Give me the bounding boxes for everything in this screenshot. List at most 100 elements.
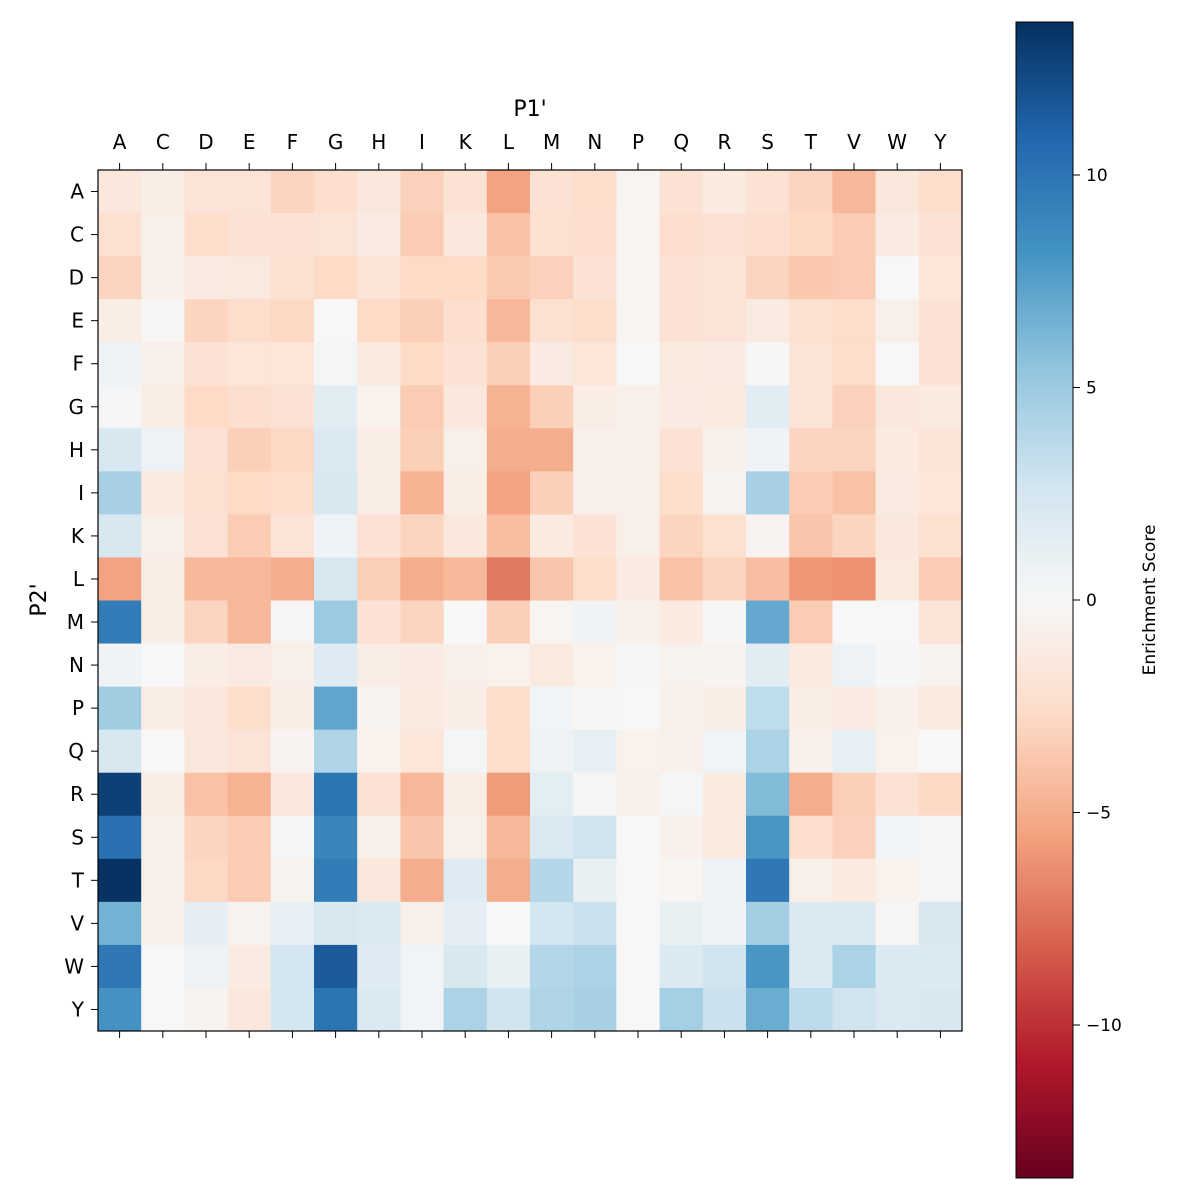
heatmap-cell-T-T (789, 858, 833, 903)
heatmap-cell-C-D (184, 213, 229, 257)
heatmap-cell-G-R (702, 385, 747, 429)
heatmap-cell-F-W (875, 342, 920, 386)
heatmap-cell-W-M (530, 944, 574, 989)
heatmap-cell-A-K (443, 170, 488, 214)
heatmap-cell-R-L (486, 772, 531, 817)
x-tick-label: I (419, 130, 425, 154)
heatmap-cell-E-Q (659, 299, 704, 343)
heatmap-cell-D-F (270, 256, 315, 300)
x-tick-label: N (587, 130, 602, 154)
heatmap-cell-K-T (789, 514, 833, 558)
y-tick-label: C (70, 223, 84, 247)
heatmap-cell-L-M (530, 557, 574, 601)
heatmap-cell-E-K (443, 299, 488, 343)
heatmap-cell-Q-W (875, 729, 920, 774)
heatmap-cell-P-V (832, 686, 877, 731)
heatmap-cell-T-K (443, 858, 488, 903)
heatmap-cell-D-I (400, 256, 445, 300)
heatmap-cell-T-V (832, 858, 877, 903)
colorbar-tick-label: −5 (1086, 804, 1111, 824)
heatmap-cell-A-N (573, 170, 617, 214)
heatmap-cell-M-K (443, 600, 488, 645)
y-tick-label: E (71, 309, 84, 333)
heatmap-cell-K-W (875, 514, 920, 558)
heatmap-cell-H-C (141, 428, 185, 472)
heatmap-cell-E-T (789, 299, 833, 343)
heatmap-cell-L-C (141, 557, 185, 601)
heatmap-cell-N-H (357, 643, 401, 688)
heatmap-cell-G-P (616, 385, 661, 429)
heatmap-cell-S-G (314, 815, 358, 860)
heatmap-cell-H-H (357, 428, 401, 472)
heatmap-cell-Y-V (832, 987, 877, 1032)
heatmap-cell-F-D (184, 342, 229, 386)
heatmap-cell-D-Y (918, 256, 963, 300)
heatmap-cell-G-F (270, 385, 315, 429)
heatmap-cell-N-P (616, 643, 661, 688)
heatmap-cell-S-V (832, 815, 877, 860)
heatmap-cell-T-M (530, 858, 574, 903)
heatmap-cell-H-S (746, 428, 790, 472)
heatmap-cell-L-S (746, 557, 790, 601)
heatmap-cell-F-T (789, 342, 833, 386)
heatmap-cell-L-P (616, 557, 661, 601)
heatmap-cell-M-M (530, 600, 574, 645)
heatmap-cell-M-W (875, 600, 920, 645)
heatmap-cell-T-E (227, 858, 272, 903)
heatmap-cell-F-S (746, 342, 790, 386)
heatmap-cell-M-T (789, 600, 833, 645)
heatmap-cell-D-G (314, 256, 358, 300)
heatmap-cell-H-F (270, 428, 315, 472)
heatmap-cell-M-H (357, 600, 401, 645)
heatmap-cell-Q-H (357, 729, 401, 774)
heatmap-cell-L-R (702, 557, 747, 601)
heatmap-cell-S-L (486, 815, 531, 860)
heatmap-cell-T-D (184, 858, 229, 903)
x-tick-label: M (543, 130, 560, 154)
heatmap-cell-W-I (400, 944, 445, 989)
heatmap-cell-Q-G (314, 729, 358, 774)
heatmap-cell-V-M (530, 901, 574, 946)
heatmap-cell-T-Q (659, 858, 704, 903)
heatmap-cell-R-P (616, 772, 661, 817)
heatmap-cell-A-T (789, 170, 833, 214)
colorbar-tick-label: 5 (1086, 379, 1097, 399)
heatmap-cell-L-N (573, 557, 617, 601)
heatmap-cell-S-E (227, 815, 272, 860)
heatmap-cell-V-C (141, 901, 185, 946)
heatmap-cell-G-S (746, 385, 790, 429)
heatmap-cell-T-W (875, 858, 920, 903)
heatmap-cell-K-F (270, 514, 315, 558)
heatmap-cell-M-R (702, 600, 747, 645)
heatmap-cell-G-D (184, 385, 229, 429)
heatmap-cell-C-G (314, 213, 358, 257)
heatmap-cell-L-Y (918, 557, 963, 601)
heatmap-cell-C-I (400, 213, 445, 257)
heatmap-cell-N-W (875, 643, 920, 688)
heatmap-cell-R-N (573, 772, 617, 817)
x-tick-label: C (156, 130, 170, 154)
heatmap-cell-E-M (530, 299, 574, 343)
heatmap-cell-N-V (832, 643, 877, 688)
heatmap-cell-Y-P (616, 987, 661, 1032)
heatmap-cell-W-P (616, 944, 661, 989)
heatmap-cell-D-A (98, 256, 142, 300)
x-tick-label: K (459, 130, 473, 154)
heatmap-cell-W-A (98, 944, 142, 989)
heatmap-cell-K-G (314, 514, 358, 558)
heatmap-cell-D-V (832, 256, 877, 300)
heatmap-cell-Q-Y (918, 729, 963, 774)
heatmap-cell-V-L (486, 901, 531, 946)
heatmap-cell-D-W (875, 256, 920, 300)
heatmap-cell-Q-P (616, 729, 661, 774)
colorbar-tick-label: −10 (1086, 1016, 1122, 1036)
heatmap-cell-A-Y (918, 170, 963, 214)
heatmap-cell-P-Q (659, 686, 704, 731)
heatmap-cell-D-N (573, 256, 617, 300)
heatmap-cell-S-P (616, 815, 661, 860)
heatmap-cell-T-C (141, 858, 185, 903)
heatmap-cell-Q-D (184, 729, 229, 774)
heatmap-cell-F-A (98, 342, 142, 386)
